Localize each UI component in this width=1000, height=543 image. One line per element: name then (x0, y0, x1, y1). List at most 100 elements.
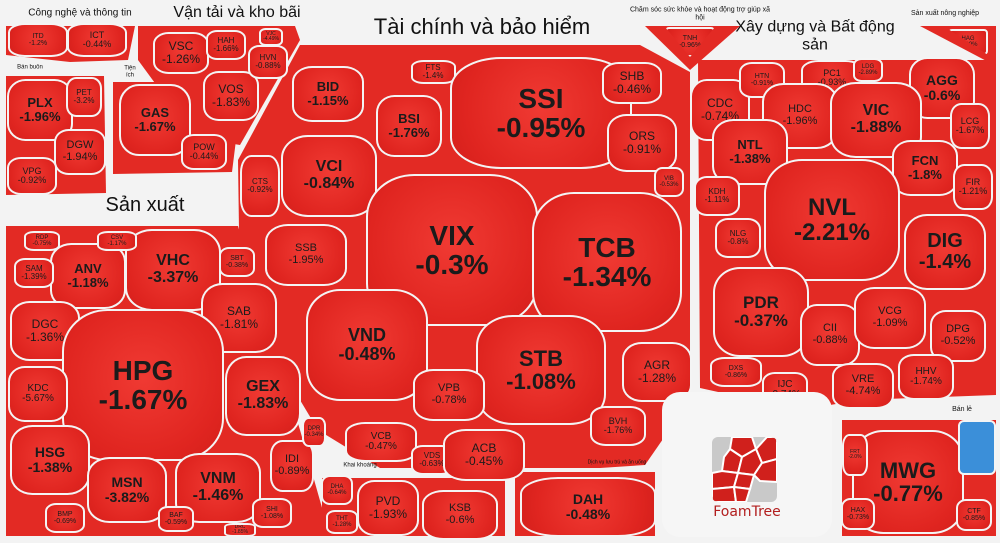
stock-cell-hsg[interactable]: HSG -1.38% (10, 425, 90, 495)
stock-cell-dha[interactable]: DHA -0.64% (321, 475, 353, 505)
stock-change: -0.88% (812, 334, 848, 346)
stock-cell-pvd[interactable]: PVD -1.93% (357, 480, 419, 536)
stock-change: -0.44% (189, 151, 219, 161)
stock-cell-bmp[interactable]: BMP -0.69% (45, 503, 85, 533)
stock-cell-shi[interactable]: SHI -1.08% (252, 498, 292, 528)
stock-cell-nlg[interactable]: NLG -0.8% (715, 218, 761, 258)
stock-cell-vre[interactable]: VRE -4.74% (832, 363, 894, 409)
stock-cell-tcb[interactable]: TCB -1.34% (532, 192, 682, 332)
stock-cell-bid[interactable]: BID -1.15% (292, 66, 364, 122)
stock-cell-lcg[interactable]: LCG -1.67% (950, 103, 990, 149)
stock-cell-vnd[interactable]: VND -0.48% (306, 289, 428, 401)
stock-cell-sbt[interactable]: SBT -0.38% (219, 247, 255, 277)
stock-ticker: ITD (32, 32, 44, 40)
stock-cell-ssi[interactable]: SSI -0.95% (450, 57, 632, 169)
stock-change: -0.8% (727, 237, 749, 246)
stock-cell-ssb[interactable]: SSB -1.95% (265, 224, 347, 286)
stock-cell-pet[interactable]: PET -3.2% (66, 77, 102, 117)
stock-cell-nvl[interactable]: NVL -2.21% (764, 159, 900, 281)
stock-cell-bvh[interactable]: BVH -1.76% (590, 406, 646, 446)
stock-cell-msn[interactable]: MSN -3.82% (87, 457, 167, 523)
stock-ticker: CII (822, 322, 838, 335)
stock-cell-pow[interactable]: POW -0.44% (181, 134, 227, 170)
stock-cell-hpg[interactable]: HPG -1.67% (62, 309, 224, 461)
stock-change: -1.67% (134, 119, 176, 134)
stock-cell-vci[interactable]: VCI -0.84% (281, 135, 377, 217)
stock-cell-stb[interactable]: STB -1.08% (476, 315, 606, 425)
stock-cell-dah[interactable]: DAH -0.48% (520, 477, 656, 537)
stock-cell-ors[interactable]: ORS -0.91% (607, 114, 677, 172)
stock-cell-retail-small[interactable] (958, 420, 996, 475)
stock-cell-shb[interactable]: SHB -0.46% (602, 62, 662, 104)
stock-cell-ctf[interactable]: CTF -0.85% (956, 499, 992, 531)
stock-ticker: VRE (851, 373, 875, 386)
stock-cell-fir[interactable]: FIR -1.21% (953, 164, 993, 210)
stock-cell-hvn[interactable]: HVN -0.88% (248, 45, 288, 79)
stock-cell-dpg[interactable]: DPG -0.52% (930, 310, 986, 362)
stock-cell-vos[interactable]: VOS -1.83% (203, 71, 259, 121)
stock-cell-vcg[interactable]: VCG -1.09% (854, 287, 926, 349)
stock-cell-ksb[interactable]: KSB -0.6% (422, 490, 498, 540)
stock-cell-vjc[interactable]: VJC -4.49% (259, 28, 283, 46)
stock-cell-hah[interactable]: HAH -1.66% (206, 30, 246, 60)
stock-change: -1.67% (98, 384, 188, 415)
stock-change: -2.0% (848, 454, 862, 460)
stock-cell-pdr[interactable]: PDR -0.37% (713, 267, 809, 357)
stock-cell-fcn[interactable]: FCN -1.8% (892, 140, 958, 196)
stock-ticker: DHA (330, 483, 344, 490)
stock-cell-gex[interactable]: GEX -1.83% (225, 356, 301, 436)
stock-cell-dgw[interactable]: DGW -1.94% (54, 129, 106, 175)
stock-change: -0.89% (274, 465, 310, 477)
stock-cell-anv[interactable]: ANV -1.18% (50, 243, 126, 309)
stock-cell-vpg[interactable]: VPG -0.92% (7, 157, 57, 195)
stock-cell-bsi[interactable]: BSI -1.76% (376, 95, 442, 157)
stock-change: -1.74% (910, 376, 942, 387)
stock-cell-acb[interactable]: ACB -0.45% (443, 429, 525, 481)
stock-cell-vic[interactable]: VIC -1.88% (830, 82, 922, 158)
stock-cell-vib[interactable]: VIB -0.53% (654, 167, 684, 197)
stock-cell-dig[interactable]: DIG -1.4% (904, 214, 986, 290)
stock-cell-vsc[interactable]: VSC -1.26% (153, 32, 209, 74)
stock-cell-idi[interactable]: IDI -0.89% (270, 440, 314, 492)
stock-change: -1.76% (603, 425, 633, 435)
stock-ticker: VIC (862, 102, 890, 120)
stock-cell-baf[interactable]: BAF -0.59% (158, 506, 194, 532)
stock-change: -0.85% (962, 515, 986, 522)
stock-cell-rdp[interactable]: RDP -0.75% (24, 231, 60, 251)
stock-cell-kdh[interactable]: KDH -1.11% (694, 176, 740, 216)
stock-ticker: FCN (911, 153, 939, 169)
stock-cell-csv[interactable]: CSV -1.17% (97, 231, 137, 251)
stock-cell-tht[interactable]: THT -1.28% (326, 510, 358, 534)
stock-ticker: DGW (66, 139, 94, 152)
stock-cell-dxs[interactable]: DXS -0.86% (710, 357, 762, 387)
stock-cell-ldg[interactable]: LDG -2.89% (853, 58, 883, 82)
stock-cell-hhv[interactable]: HHV -1.74% (898, 354, 954, 400)
stock-cell-ict[interactable]: ICT -0.44% (67, 23, 127, 57)
stock-cell-dpr[interactable]: DPR -0.34% (302, 417, 326, 447)
stock-cell-frt[interactable]: FRT -2.0% (842, 434, 868, 476)
stock-cell-cii[interactable]: CII -0.88% (800, 304, 860, 366)
stock-cell-gas[interactable]: GAS -1.67% (119, 84, 191, 156)
stock-ticker: RDP (35, 234, 49, 241)
stock-ticker: HTN (754, 72, 770, 80)
stock-cell-hax[interactable]: HAX -0.73% (841, 498, 875, 530)
stock-change: -0.46% (612, 82, 652, 96)
stock-change: -1.85% (232, 529, 248, 535)
stock-change: -0.34% (304, 432, 324, 438)
stock-cell-vcb[interactable]: VCB -0.47% (345, 422, 417, 462)
stock-cell-fts[interactable]: FTS -1.4% (410, 60, 456, 84)
stock-ticker: DPG (946, 323, 970, 336)
stock-ticker: VJC (266, 30, 276, 37)
stock-cell-drc[interactable]: DRC -1.85% (224, 523, 256, 537)
stock-change: -1.08% (506, 369, 576, 394)
stock-cell-kdc[interactable]: KDC -5.67% (8, 366, 68, 422)
stock-change: -1.88% (850, 119, 902, 136)
stock-ticker: VSC (168, 39, 194, 54)
group-title-construction: Xây dựng và Bất động sản (735, 18, 895, 53)
stock-ticker: SHB (619, 69, 645, 84)
stock-cell-sam[interactable]: SAM -1.39% (14, 258, 54, 288)
stock-cell-cts[interactable]: CTS -0.92% (240, 155, 280, 217)
stock-cell-vpb[interactable]: VPB -0.78% (413, 369, 485, 421)
stock-change: -0.48% (565, 506, 611, 522)
stock-cell-itd[interactable]: ITD -1.2% (8, 23, 68, 57)
